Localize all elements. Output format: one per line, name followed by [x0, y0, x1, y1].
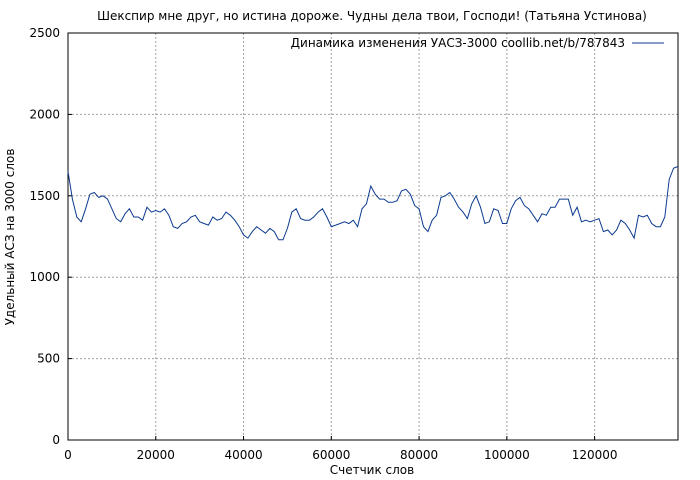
- y-axis-label: Удельный АСЗ на 3000 слов: [3, 149, 17, 326]
- y-tick-label: 500: [37, 352, 60, 366]
- y-axis: 0 500 1000 1500 2000 2500: [29, 26, 72, 447]
- y-tick-label: 2000: [29, 107, 60, 121]
- x-axis: 0 20000 40000 60000 80000 100000 120000: [64, 436, 618, 462]
- y-tick-label: 2500: [29, 26, 60, 40]
- x-tick-label: 100000: [484, 448, 530, 462]
- x-tick-label: 40000: [224, 448, 262, 462]
- x-axis-label: Счетчик слов: [330, 463, 414, 477]
- series-line: [67, 166, 679, 241]
- x-tick-label: 60000: [312, 448, 350, 462]
- legend-label: Динамика изменения УАСЗ-3000 coollib.net…: [291, 36, 625, 50]
- y-tick-label: 0: [52, 433, 60, 447]
- chart-title: Шекспир мне друг, но истина дороже. Чудн…: [97, 9, 647, 23]
- grid: [68, 33, 678, 440]
- x-tick-label: 80000: [400, 448, 438, 462]
- y-tick-label: 1000: [29, 270, 60, 284]
- legend: Динамика изменения УАСЗ-3000 coollib.net…: [291, 36, 664, 50]
- x-tick-label: 20000: [137, 448, 175, 462]
- x-tick-label: 0: [64, 448, 72, 462]
- y-tick-label: 1500: [29, 189, 60, 203]
- plot-frame: [67, 32, 679, 441]
- x-tick-label: 120000: [572, 448, 618, 462]
